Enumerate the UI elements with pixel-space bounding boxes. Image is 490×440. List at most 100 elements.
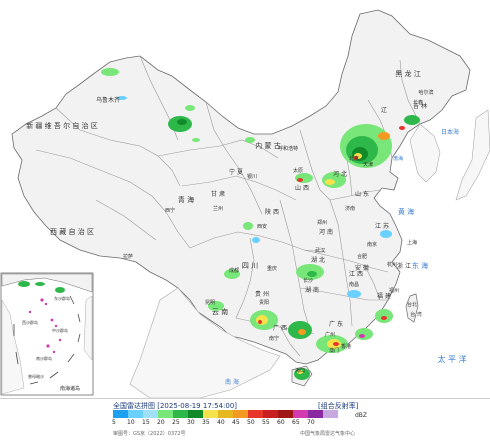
- radar-echo: [297, 178, 303, 182]
- region-label: 江 苏: [375, 222, 389, 230]
- region-label: 天津: [363, 161, 373, 168]
- legend-unit: dBZ: [355, 412, 368, 419]
- inset-land-west: [1, 299, 25, 395]
- sea-label: 南 海: [225, 378, 239, 386]
- inset-land-east: [83, 295, 93, 361]
- radar-echo: [101, 68, 119, 76]
- legend-tick-label: 25: [172, 419, 180, 426]
- legend-swatch: [158, 410, 173, 418]
- region-label: 内 蒙 古: [255, 141, 280, 150]
- legend-swatch: [308, 410, 323, 418]
- radar-echo: [404, 115, 420, 125]
- radar-map[interactable]: 乌鲁木齐新 疆 维 吾 尔 自 治 区西 藏 自 治 区 青 海 甘 肃 内 蒙 古呼…: [0, 0, 490, 398]
- nine-dash-line: [13, 295, 81, 385]
- sea-label: 东 海: [412, 261, 428, 270]
- radar-echo: [185, 105, 195, 111]
- region-label: 杭州: [387, 261, 397, 268]
- region-label: 成都: [229, 267, 239, 274]
- legend-tick-label: 65: [292, 419, 300, 426]
- radar-echo: [243, 222, 253, 230]
- legend-bar: 全国雷达拼图 [2025-08-19 17:54:00] [组合反射率] 5 10…: [0, 398, 490, 440]
- region-label: 湖 南: [305, 286, 319, 294]
- region-label: 新 疆 维 吾 尔 自 治 区: [26, 121, 98, 130]
- legend-swatch: [203, 410, 218, 418]
- legend-swatch: [173, 410, 188, 418]
- legend-tick-label: 15: [142, 419, 150, 426]
- legend-swatch: [293, 410, 308, 418]
- radar-echo: [295, 173, 313, 183]
- sea-label: 日本海: [441, 128, 459, 136]
- radar-echo: [354, 156, 358, 160]
- region-label: 济南: [345, 205, 355, 212]
- legend-tick-label: 20: [157, 419, 165, 426]
- region-label: 西安: [257, 223, 267, 230]
- legend-tick-label: 45: [232, 419, 240, 426]
- region-label: 武汉: [315, 247, 325, 254]
- region-label: 长春: [413, 99, 423, 106]
- sea-label: 渤海: [393, 155, 403, 162]
- region-label: 南京: [367, 241, 377, 248]
- radar-echoes: [101, 68, 420, 380]
- legend-swatch: [278, 410, 293, 418]
- region-label: 湖 北: [311, 256, 325, 264]
- legend-tick-label: 50: [247, 419, 255, 426]
- region-label: 四 川: [242, 262, 258, 270]
- region-label: 兰州: [213, 205, 223, 212]
- region-label: 南宁: [269, 335, 279, 342]
- legend-footer-left: 审图号：GS京（2022）0372号: [113, 431, 186, 437]
- southeast-asia-land: [129, 287, 281, 398]
- region-label: 呼和浩特: [278, 145, 298, 152]
- region-label: 澳门: [329, 347, 339, 354]
- legend-tick-label: 40: [217, 419, 225, 426]
- sea-label: 太 平 洋: [437, 354, 466, 364]
- region-label: 哈尔滨: [418, 89, 433, 96]
- region-label: 安 徽: [355, 264, 369, 272]
- radar-echo: [192, 138, 200, 142]
- region-label: 山 西: [295, 184, 309, 192]
- region-label: 贵 州: [255, 290, 269, 298]
- region-label: 拉萨: [123, 253, 133, 260]
- radar-echo: [177, 119, 187, 125]
- legend-tick-label: 5: [112, 419, 116, 426]
- region-label: 西 藏 自 治 区: [50, 227, 94, 236]
- south-china-sea-inset: [0, 272, 94, 396]
- korea-land: [409, 123, 441, 183]
- radar-echo: [307, 271, 317, 277]
- region-label: 重庆: [267, 265, 277, 272]
- region-label: 香港: [341, 343, 351, 350]
- region-label: 北京: [349, 155, 359, 162]
- legend-swatch: [233, 410, 248, 418]
- region-label: 山 东: [355, 190, 369, 198]
- region-label: 广 东: [329, 320, 343, 328]
- radar-echo: [245, 137, 255, 143]
- region-label: 长沙: [303, 277, 313, 284]
- region-label: 南昌: [349, 281, 359, 288]
- legend-tick-label: 60: [277, 419, 285, 426]
- legend-swatch: [188, 410, 203, 418]
- region-label: 河 南: [319, 228, 333, 236]
- sea-label: 黄 海: [398, 207, 414, 216]
- inset-island-label: 曾母暗沙: [28, 373, 44, 379]
- legend-tick-label: 30: [187, 419, 195, 426]
- inset-coast: [1, 273, 93, 293]
- province-borders: [35, 55, 421, 357]
- region-label: 江 西: [349, 271, 363, 278]
- inset-island-label: 中沙群岛: [52, 327, 68, 333]
- region-label: 浙 江: [397, 262, 411, 270]
- radar-echo: [208, 301, 224, 311]
- region-label: 河 北: [333, 170, 347, 178]
- region-label: 乌鲁木齐: [96, 96, 120, 104]
- radar-echo: [117, 96, 127, 100]
- legend-swatch: [218, 410, 233, 418]
- inset-title: 南海诸岛: [60, 385, 80, 392]
- region-label: 广州: [325, 331, 335, 338]
- legend-tick-label: 55: [262, 419, 270, 426]
- legend-swatch: [323, 410, 338, 418]
- legend-title: 全国雷达拼图 [2025-08-19 17:54:00]: [113, 402, 238, 410]
- radar-echo: [256, 315, 268, 325]
- legend-swatch: [113, 410, 128, 418]
- region-label: 海口: [295, 367, 305, 374]
- region-label: 银川: [247, 173, 257, 180]
